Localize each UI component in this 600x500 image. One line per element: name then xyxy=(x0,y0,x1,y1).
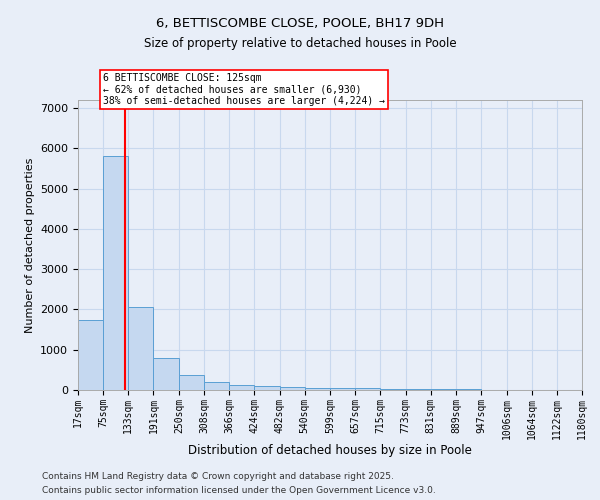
Bar xyxy=(204,382,229,390)
Text: Contains public sector information licensed under the Open Government Licence v3: Contains public sector information licen… xyxy=(42,486,436,495)
Bar xyxy=(254,386,280,390)
Bar xyxy=(280,387,305,390)
Bar xyxy=(229,385,254,390)
Bar xyxy=(380,389,406,390)
X-axis label: Distribution of detached houses by size in Poole: Distribution of detached houses by size … xyxy=(188,444,472,458)
Bar xyxy=(406,389,431,390)
Text: 6 BETTISCOMBE CLOSE: 125sqm
← 62% of detached houses are smaller (6,930)
38% of : 6 BETTISCOMBE CLOSE: 125sqm ← 62% of det… xyxy=(103,73,385,106)
Bar xyxy=(305,388,330,390)
Text: 6, BETTISCOMBE CLOSE, POOLE, BH17 9DH: 6, BETTISCOMBE CLOSE, POOLE, BH17 9DH xyxy=(156,18,444,30)
Text: Contains HM Land Registry data © Crown copyright and database right 2025.: Contains HM Land Registry data © Crown c… xyxy=(42,472,394,481)
Bar xyxy=(330,388,355,390)
Y-axis label: Number of detached properties: Number of detached properties xyxy=(25,158,35,332)
Bar xyxy=(355,388,380,390)
Text: Size of property relative to detached houses in Poole: Size of property relative to detached ho… xyxy=(143,38,457,51)
Bar xyxy=(128,308,154,390)
Bar xyxy=(78,320,103,390)
Bar xyxy=(431,389,456,390)
Bar xyxy=(179,375,204,390)
Bar xyxy=(154,358,179,390)
Bar xyxy=(103,156,128,390)
